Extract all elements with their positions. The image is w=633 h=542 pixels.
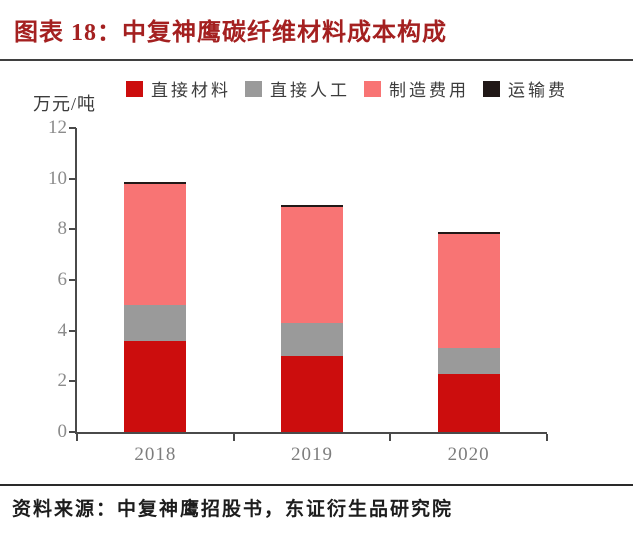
legend-item-直接人工: 直接人工 [245,76,350,101]
x-axis-tick [389,434,392,441]
legend-label: 制造费用 [389,81,469,100]
footer-divider [0,484,633,486]
stacked-bar-2018 [124,128,187,432]
x-axis-category-label: 2018 [134,444,177,465]
y-axis-tick [69,127,76,129]
y-axis-tick-label: 8 [57,218,68,240]
title-divider [0,59,633,61]
y-axis-tick [69,431,76,433]
x-axis-tick [76,434,78,441]
bar-segment-2018-直接人工 [124,305,187,341]
legend-label: 运输费 [508,81,568,100]
y-axis-tick-label: 10 [48,167,67,189]
y-axis-tick [69,329,76,332]
stacked-bar-2019 [281,128,343,432]
y-axis-tick-label: 6 [57,269,68,290]
legend-swatch-icon [483,80,500,97]
bar-segment-2018-直接材料 [124,340,187,432]
source-text: 资料来源：中复神鹰招股书，东证衍生品研究院 [12,499,454,520]
x-axis-category-label: 2019 [291,444,333,465]
legend-item-直接材料: 直接材料 [126,76,231,101]
chart-legend: 直接材料 直接人工 制造费用 运输费 [126,76,568,101]
legend-label: 直接人工 [270,81,350,100]
y-axis-tick-label: 0 [57,421,68,442]
bar-segment-2018-运输费 [124,182,187,184]
bar-segment-2019-直接人工 [281,323,343,356]
legend-item-运输费: 运输费 [483,76,568,101]
y-axis-tick-label: 2 [57,370,68,392]
chart-title: 图表 18：中复神鹰碳纤维材料成本构成 [14,20,447,46]
legend-swatch-icon [364,80,381,97]
bar-segment-2020-直接人工 [437,348,500,374]
bar-segment-2020-运输费 [437,231,500,235]
y-axis-tick [69,177,76,180]
x-axis-tick [232,434,235,441]
x-axis-tick [546,434,548,441]
bar-segment-2019-直接材料 [281,356,343,432]
legend-label: 直接材料 [151,81,231,100]
bar-segment-2020-制造费用 [437,234,500,349]
bar-segment-2019-制造费用 [281,206,343,324]
y-axis-tick-label: 4 [57,319,68,341]
legend-swatch-icon [126,80,143,97]
stacked-bar-2020 [437,128,500,432]
y-axis-tick-label: 12 [48,117,67,138]
bar-segment-2019-运输费 [281,205,343,207]
y-axis-unit-label: 万元/吨 [33,94,97,114]
y-axis-tick [69,380,76,383]
bar-segment-2020-直接材料 [437,373,500,432]
plot-area: 0 2 4 6 8 10 12 2018 2019 2020 [48,117,548,465]
x-axis-category-label: 2020 [447,444,490,465]
legend-item-制造费用: 制造费用 [364,76,469,101]
y-axis-tick [69,279,76,281]
bar-segment-2018-制造费用 [124,183,187,306]
y-axis-tick [69,228,76,231]
legend-swatch-icon [245,80,262,97]
